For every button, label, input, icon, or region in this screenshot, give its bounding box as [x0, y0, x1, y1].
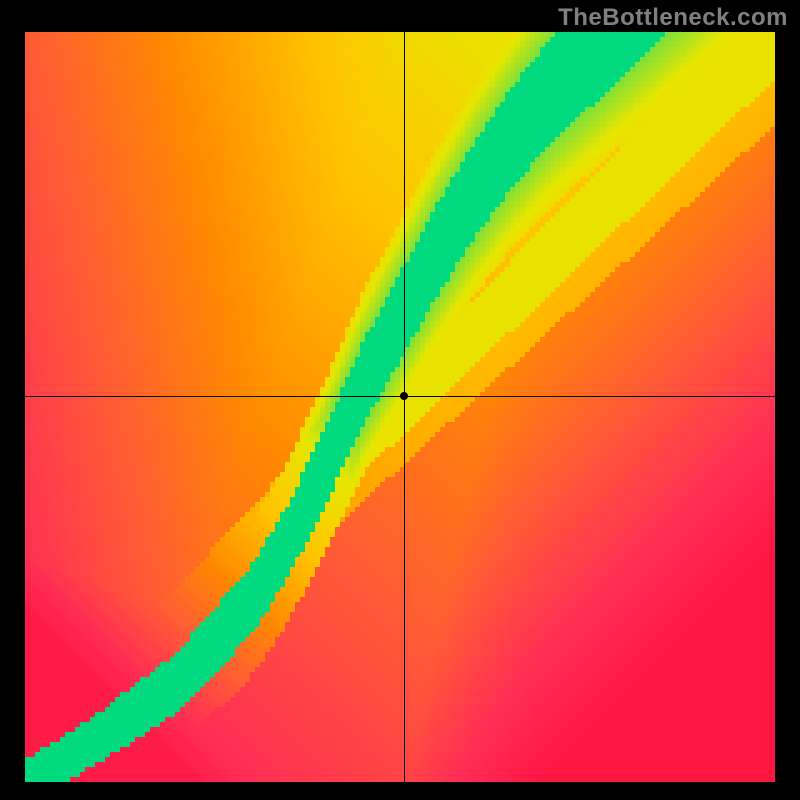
crosshair-vertical: [404, 32, 405, 782]
heatmap-plot: [25, 32, 775, 782]
page-root: TheBottleneck.com: [0, 0, 800, 800]
crosshair-dot: [400, 392, 408, 400]
watermark-text: TheBottleneck.com: [558, 4, 788, 32]
heatmap-canvas: [25, 32, 775, 782]
